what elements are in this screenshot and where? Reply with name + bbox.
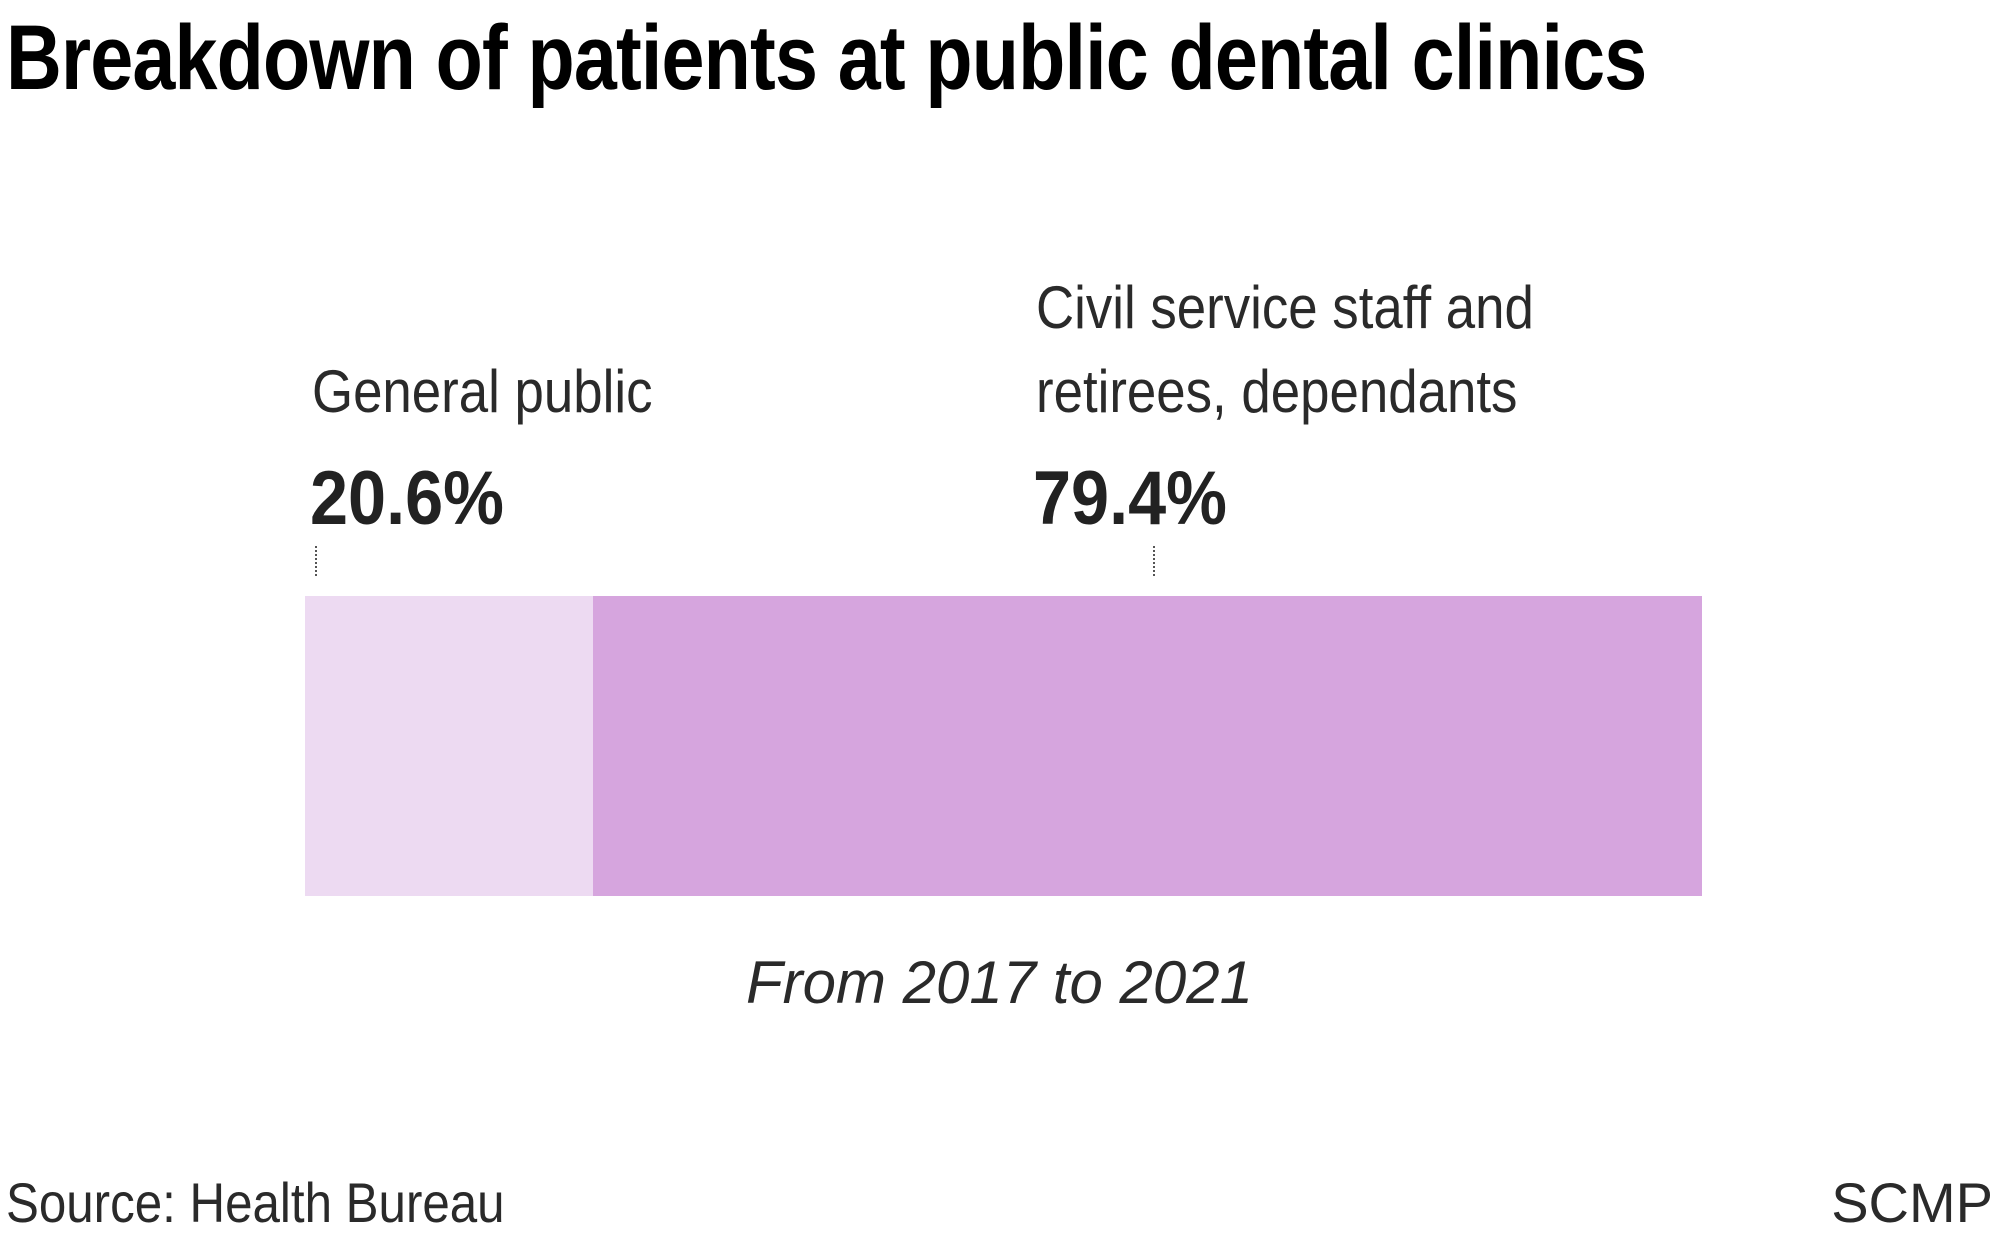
data-label-general-public: 20.6% [310,456,504,541]
credit-logo-text: SCMP [1831,1171,1993,1234]
source-note: Source: Health Bureau [6,1171,505,1234]
bar-segment-general-public [305,596,593,896]
series-label-civil-service-line1: Civil service staff and [1036,274,1534,341]
series-label-civil-service-line2: retirees, dependants [1036,358,1518,425]
leader-line-general-public [315,546,317,576]
chart-title: Breakdown of patients at public dental c… [6,7,1647,109]
bar-segment-civil-service [592,596,1702,896]
data-label-civil-service: 79.4% [1033,456,1227,541]
stacked-bar [305,596,1702,896]
leader-line-civil-service [1153,546,1155,576]
category-label: From 2017 to 2021 [746,949,1253,1016]
series-label-general-public: General public [312,358,653,425]
